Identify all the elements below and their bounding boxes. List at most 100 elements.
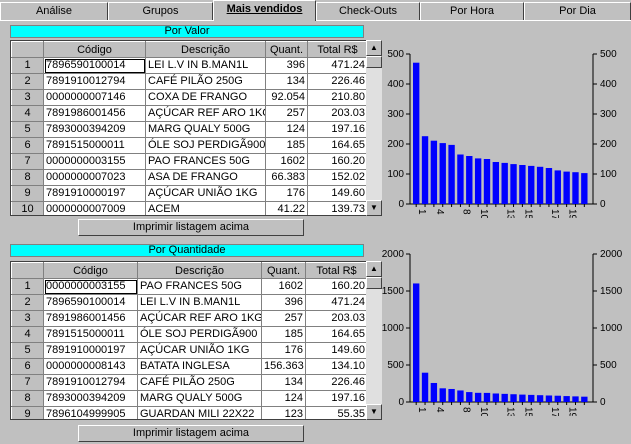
codigo-cell[interactable]: 0000000003155 — [43, 153, 146, 170]
grid-por-quantidade[interactable]: Código Descrição Quant. Total R$ 1 000000… — [10, 261, 367, 420]
quant-cell[interactable]: 257 — [261, 310, 306, 327]
descricao-cell[interactable]: LEI L.V IN B.MAN1L — [145, 57, 266, 74]
descricao-cell[interactable]: AÇÚCAR REF ARO 1KG — [137, 310, 262, 327]
quant-cell[interactable]: 1602 — [265, 153, 308, 170]
col-header-codigo[interactable]: Código — [43, 262, 138, 279]
total-cell[interactable]: 471.24 — [307, 57, 366, 74]
col-header-quant[interactable]: Quant. — [265, 41, 308, 58]
table-row[interactable]: 7 0000000003155 PAO FRANCES 50G 1602 160.20 — [11, 153, 366, 170]
codigo-cell[interactable]: 7896104999905 — [43, 406, 138, 419]
quant-cell[interactable]: 66.383 — [265, 169, 308, 186]
codigo-cell[interactable]: 7891986001456 — [43, 310, 138, 327]
codigo-cell[interactable]: 0000000007146 — [43, 89, 146, 106]
quant-cell[interactable]: 156.363 — [261, 358, 306, 375]
table-row[interactable]: 4 7891515000011 ÓLE SOJ PERDIGÃ900 185 164.6… — [11, 326, 366, 343]
total-cell[interactable]: 164.65 — [307, 137, 366, 154]
codigo-cell[interactable]: 7891910000197 — [43, 342, 138, 359]
tab-analise[interactable]: Análise — [0, 2, 108, 20]
codigo-cell[interactable]: 0000000008143 — [43, 358, 138, 375]
grid-por-valor[interactable]: Código Descrição Quant. Total R$ 1 789659… — [10, 40, 367, 216]
total-cell[interactable]: 197.16 — [305, 390, 366, 407]
table-row[interactable]: 8 7893000394209 MARG QUALY 500G 124 197.16 — [11, 390, 366, 407]
quant-cell[interactable]: 257 — [265, 105, 308, 122]
descricao-cell[interactable]: ÓLE SOJ PERDIGÃ900 — [137, 326, 262, 343]
total-cell[interactable]: 203.03 — [307, 105, 366, 122]
tab-por-hora[interactable]: Por Hora — [420, 2, 524, 20]
descricao-cell[interactable]: ACEM — [145, 201, 266, 215]
tab-mais-vendidos[interactable]: Mais vendidos — [213, 0, 316, 21]
col-header-total[interactable]: Total R$ — [307, 41, 366, 58]
table-row[interactable]: 1 7896590100014 LEI L.V IN B.MAN1L 396 471.2… — [11, 57, 366, 74]
total-cell[interactable]: 55.35 — [305, 406, 366, 419]
quant-cell[interactable]: 124 — [265, 121, 308, 138]
tab-check-outs[interactable]: Check-Outs — [316, 2, 420, 20]
scroll-down-arrow-icon[interactable]: ▼ — [366, 200, 382, 216]
col-header-quant[interactable]: Quant. — [261, 262, 306, 279]
total-cell[interactable]: 164.65 — [305, 326, 366, 343]
descricao-cell[interactable]: BATATA INGLESA — [137, 358, 262, 375]
total-cell[interactable]: 197.16 — [307, 121, 366, 138]
quant-cell[interactable]: 396 — [265, 57, 308, 74]
codigo-cell[interactable]: 7891910000197 — [43, 185, 146, 202]
table-row[interactable]: 7 7891910012794 CAFÉ PILÃO 250G 134 226.46 — [11, 374, 366, 391]
quant-cell[interactable]: 1602 — [261, 278, 306, 295]
descricao-cell[interactable]: ASA DE FRANGO — [145, 169, 266, 186]
descricao-cell[interactable]: PAO FRANCES 50G — [137, 278, 262, 295]
scroll-up-arrow-icon[interactable]: ▲ — [366, 40, 382, 56]
col-header-total[interactable]: Total R$ — [305, 262, 366, 279]
table-row[interactable]: 3 7891986001456 AÇÚCAR REF ARO 1KG 257 203.0… — [11, 310, 366, 327]
codigo-cell[interactable]: 7891910012794 — [43, 73, 146, 90]
codigo-cell[interactable]: 7893000394209 — [43, 121, 146, 138]
quant-cell[interactable]: 185 — [261, 326, 306, 343]
table-row[interactable]: 3 0000000007146 COXA DE FRANGO 92.054 210.80 — [11, 89, 366, 106]
table-row[interactable]: 5 7893000394209 MARG QUALY 500G 124 197.16 — [11, 121, 366, 138]
table-row[interactable]: 2 7896590100014 LEI L.V IN B.MAN1L 396 471.2… — [11, 294, 366, 311]
table-row[interactable]: 1 0000000003155 PAO FRANCES 50G 1602 160.20 — [11, 278, 366, 295]
tab-grupos[interactable]: Grupos — [108, 2, 213, 20]
table-row[interactable]: 9 7896104999905 GUARDAN MILI 22X22 123 55.35 — [11, 406, 366, 419]
descricao-cell[interactable]: CAFÉ PILÃO 250G — [137, 374, 262, 391]
total-cell[interactable]: 134.10 — [305, 358, 366, 375]
table-row[interactable]: 9 7891910000197 AÇÚCAR UNIÃO 1KG 176 149.60 — [11, 185, 366, 202]
total-cell[interactable]: 203.03 — [305, 310, 366, 327]
descricao-cell[interactable]: LEI L.V IN B.MAN1L — [137, 294, 262, 311]
codigo-cell[interactable]: 7893000394209 — [43, 390, 138, 407]
total-cell[interactable]: 152.02 — [307, 169, 366, 186]
codigo-cell[interactable]: 7891986001456 — [43, 105, 146, 122]
table-row[interactable]: 10 0000000007009 ACEM 41.22 139.73 — [11, 201, 366, 215]
descricao-cell[interactable]: ÓLE SOJ PERDIGÃ900 — [145, 137, 266, 154]
scroll-up-arrow-icon[interactable]: ▲ — [366, 261, 382, 277]
quant-cell[interactable]: 124 — [261, 390, 306, 407]
tab-por-dia[interactable]: Por Dia — [524, 2, 631, 20]
descricao-cell[interactable]: CAFÉ PILÃO 250G — [145, 73, 266, 90]
total-cell[interactable]: 139.73 — [307, 201, 366, 215]
quant-cell[interactable]: 134 — [265, 73, 308, 90]
descricao-cell[interactable]: AÇÚCAR UNIÃO 1KG — [137, 342, 262, 359]
total-cell[interactable]: 471.24 — [305, 294, 366, 311]
quant-cell[interactable]: 92.054 — [265, 89, 308, 106]
col-header-descricao[interactable]: Descrição — [137, 262, 262, 279]
codigo-cell[interactable]: 7896590100014 — [43, 57, 146, 74]
table-row[interactable]: 2 7891910012794 CAFÉ PILÃO 250G 134 226.46 — [11, 73, 366, 90]
descricao-cell[interactable]: COXA DE FRANGO — [145, 89, 266, 106]
quant-cell[interactable]: 176 — [261, 342, 306, 359]
scroll-down-arrow-icon[interactable]: ▼ — [366, 404, 382, 420]
descricao-cell[interactable]: AÇÚCAR REF ARO 1KG — [145, 105, 266, 122]
total-cell[interactable]: 210.80 — [307, 89, 366, 106]
codigo-cell[interactable]: 7891910012794 — [43, 374, 138, 391]
codigo-cell[interactable]: 0000000007023 — [43, 169, 146, 186]
table-row[interactable]: 4 7891986001456 AÇÚCAR REF ARO 1KG 257 203.0… — [11, 105, 366, 122]
descricao-cell[interactable]: MARG QUALY 500G — [137, 390, 262, 407]
quant-cell[interactable]: 396 — [261, 294, 306, 311]
descricao-cell[interactable]: GUARDAN MILI 22X22 — [137, 406, 262, 419]
total-cell[interactable]: 160.20 — [307, 153, 366, 170]
codigo-cell[interactable]: 7896590100014 — [43, 294, 138, 311]
codigo-cell[interactable]: 0000000003155 — [43, 278, 138, 295]
table-row[interactable]: 6 7891515000011 ÓLE SOJ PERDIGÃ900 185 164.6… — [11, 137, 366, 154]
scroll-thumb[interactable] — [366, 277, 382, 289]
table-row[interactable]: 6 0000000008143 BATATA INGLESA 156.363 134.1… — [11, 358, 366, 375]
quant-cell[interactable]: 41.22 — [265, 201, 308, 215]
table-row[interactable]: 5 7891910000197 AÇÚCAR UNIÃO 1KG 176 149.60 — [11, 342, 366, 359]
print-list-button-top[interactable]: Imprimir listagem acima — [78, 219, 304, 236]
descricao-cell[interactable]: AÇÚCAR UNIÃO 1KG — [145, 185, 266, 202]
